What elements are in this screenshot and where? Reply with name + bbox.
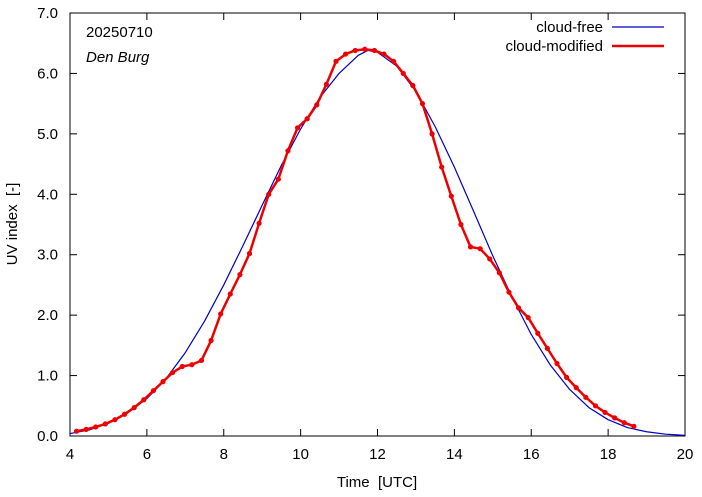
- data-point-cloud-modified: [131, 405, 137, 411]
- x-tick-label: 8: [220, 446, 228, 463]
- data-point-cloud-modified: [573, 385, 579, 391]
- date-label: 20250710: [86, 24, 153, 41]
- legend: cloud-free cloud-modified: [505, 19, 664, 55]
- x-tick-label: 18: [600, 446, 617, 463]
- data-point-cloud-modified: [83, 426, 89, 432]
- data-point-cloud-modified: [93, 424, 99, 430]
- y-tick-label: 1.0: [37, 368, 58, 385]
- data-point-cloud-modified: [554, 360, 560, 367]
- data-point-cloud-modified: [621, 420, 627, 426]
- legend-label-cloud-modified: cloud-modified: [505, 38, 603, 55]
- data-point-cloud-modified: [381, 51, 387, 57]
- data-point-cloud-modified: [112, 417, 118, 423]
- x-tick-labels: 4 6 8 10 12 14 16 18 20: [66, 446, 694, 463]
- data-point-cloud-modified: [544, 345, 550, 351]
- data-point-cloud-modified: [602, 409, 608, 416]
- y-axis-label: UV index [-]: [4, 183, 21, 266]
- station-label: Den Burg: [86, 49, 150, 66]
- data-point-cloud-modified: [515, 305, 522, 311]
- data-point-cloud-modified: [314, 102, 320, 108]
- y-tick-label: 5.0: [37, 126, 58, 143]
- data-point-cloud-modified: [304, 116, 310, 122]
- data-point-cloud-modified: [237, 272, 243, 278]
- x-tick-label: 6: [143, 446, 151, 463]
- data-point-cloud-modified: [121, 411, 128, 417]
- data-point-cloud-modified: [189, 362, 195, 368]
- data-point-cloud-modified: [285, 148, 291, 154]
- data-point-cloud-modified: [256, 220, 262, 226]
- y-tick-label: 3.0: [37, 247, 58, 264]
- x-tick-label: 4: [66, 446, 74, 463]
- data-point-cloud-modified: [343, 51, 349, 57]
- data-point-cloud-modified: [583, 394, 589, 400]
- data-point-cloud-modified: [439, 164, 445, 170]
- data-point-cloud-modified: [362, 46, 368, 52]
- data-point-cloud-modified: [227, 291, 233, 297]
- data-point-cloud-modified: [371, 47, 378, 54]
- data-point-cloud-modified: [198, 357, 205, 364]
- x-tick-label: 10: [292, 446, 309, 463]
- series-layer: [69, 46, 686, 436]
- series-line-cloud-free: [69, 49, 686, 436]
- data-point-cloud-modified: [102, 421, 108, 427]
- data-point-cloud-modified: [506, 289, 512, 295]
- plot-frame: [69, 12, 686, 437]
- data-point-cloud-modified: [391, 58, 397, 64]
- y-tick-label: 7.0: [37, 5, 58, 22]
- data-point-cloud-modified: [487, 256, 493, 262]
- data-point-cloud-modified: [496, 270, 502, 276]
- data-point-cloud-modified: [612, 415, 618, 421]
- data-point-cloud-modified: [592, 403, 599, 409]
- data-point-cloud-modified: [208, 337, 214, 344]
- data-point-cloud-modified: [477, 246, 483, 252]
- data-point-cloud-modified: [275, 176, 281, 182]
- data-point-cloud-modified: [170, 369, 176, 376]
- y-tick-label: 0.0: [37, 428, 58, 445]
- data-point-cloud-modified: [150, 388, 157, 394]
- data-point-cloud-modified: [410, 82, 416, 89]
- data-point-cloud-modified: [631, 423, 637, 429]
- data-point-cloud-modified: [333, 58, 339, 64]
- data-point-cloud-modified: [352, 47, 358, 54]
- y-tick-label: 4.0: [37, 186, 58, 203]
- y-tick-label: 6.0: [37, 65, 58, 82]
- data-point-cloud-modified: [323, 81, 329, 87]
- series-line-cloud-modified: [76, 48, 635, 433]
- data-point-cloud-modified: [141, 397, 147, 403]
- data-point-cloud-modified: [266, 191, 272, 197]
- data-point-cloud-modified: [419, 101, 426, 107]
- data-point-cloud-modified: [429, 131, 435, 137]
- data-point-cloud-modified: [564, 374, 570, 380]
- data-point-cloud-modified: [467, 244, 474, 250]
- data-point-cloud-modified: [246, 250, 253, 257]
- x-tick-label: 14: [446, 446, 463, 463]
- data-point-cloud-modified: [448, 193, 454, 199]
- x-tick-label: 12: [369, 446, 386, 463]
- x-axis-label: Time [UTC]: [337, 474, 417, 491]
- legend-label-cloud-free: cloud-free: [536, 19, 603, 36]
- data-point-cloud-modified: [179, 363, 185, 370]
- data-point-cloud-modified: [160, 379, 166, 385]
- x-tick-label: 20: [677, 446, 694, 463]
- data-point-cloud-modified: [73, 428, 80, 434]
- data-point-cloud-modified: [218, 311, 224, 317]
- y-tick-labels: 0.0 1.0 2.0 3.0 4.0 5.0 6.0 7.0: [37, 5, 58, 445]
- y-tick-label: 2.0: [37, 307, 58, 324]
- data-point-cloud-modified: [458, 221, 464, 228]
- data-point-cloud-modified: [294, 125, 301, 131]
- data-point-cloud-modified: [525, 314, 531, 321]
- data-point-cloud-modified: [400, 70, 406, 77]
- axis-ticks: [69, 12, 686, 437]
- x-tick-label: 16: [523, 446, 540, 463]
- data-point-cloud-modified: [535, 330, 541, 336]
